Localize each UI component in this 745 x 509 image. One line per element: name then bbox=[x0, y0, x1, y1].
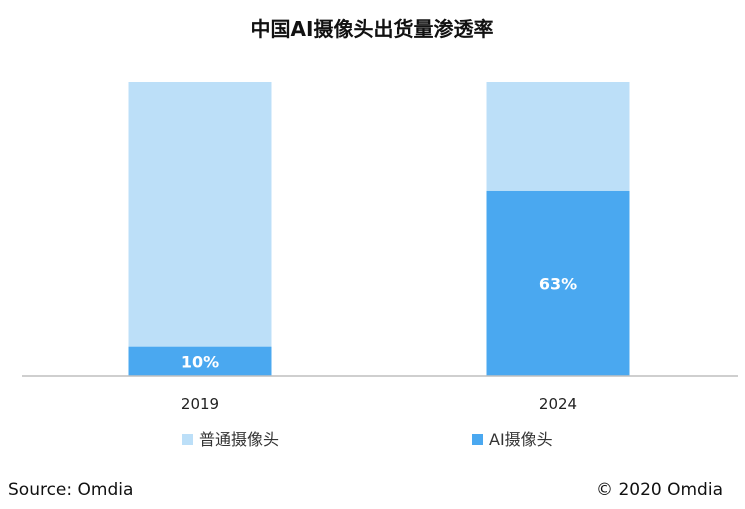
data-label-2019: 10% bbox=[181, 352, 219, 371]
legend-label-ai-camera: AI摄像头 bbox=[489, 430, 553, 449]
bar-ai-camera-2019 bbox=[128, 346, 272, 376]
legend-swatch-ai-camera bbox=[472, 434, 483, 445]
x-ticks: 2019 2024 bbox=[181, 395, 577, 413]
source-text: Source: Omdia bbox=[8, 480, 133, 500]
x-tick-label: 2024 bbox=[539, 395, 577, 413]
data-label-2024: 63% bbox=[539, 274, 577, 293]
chart-title: 中国AI摄像头出货量渗透率 bbox=[251, 17, 494, 41]
bar-ai-camera-2024 bbox=[486, 190, 630, 376]
bar-regular-camera-2019 bbox=[128, 82, 272, 347]
legend-label-regular-camera: 普通摄像头 bbox=[199, 430, 279, 449]
bar-regular-camera-2024 bbox=[486, 82, 630, 191]
legend: 普通摄像头 AI摄像头 bbox=[182, 430, 553, 449]
copyright-text: © 2020 Omdia bbox=[596, 480, 723, 500]
x-tick-label: 2019 bbox=[181, 395, 219, 413]
legend-swatch-regular-camera bbox=[182, 434, 193, 445]
bars-group: 10% 63% bbox=[128, 82, 630, 376]
